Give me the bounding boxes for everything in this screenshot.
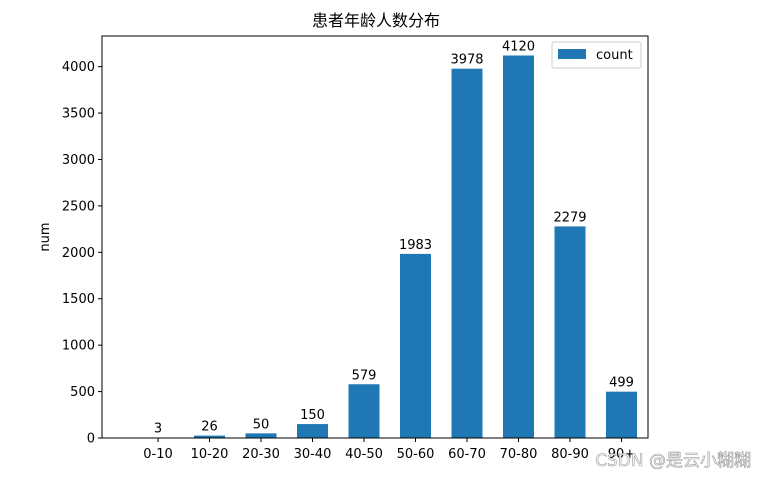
y-axis-label: num (38, 222, 53, 251)
x-tick-label-50-60: 50-60 (397, 447, 435, 462)
data-label-30-40: 150 (300, 408, 325, 423)
bar-40-50 (348, 384, 380, 438)
x-tick-label-70-80: 70-80 (500, 447, 538, 462)
data-label-50-60: 1983 (399, 238, 432, 253)
data-label-40-50: 579 (352, 368, 377, 383)
data-label-0-10: 3 (154, 422, 162, 437)
y-tick-label-4000: 4000 (62, 60, 95, 75)
x-tick-label-80-90: 80-90 (551, 447, 589, 462)
y-tick-label-500: 500 (70, 385, 95, 400)
plot-frame (101, 35, 649, 439)
y-tick-label-0: 0 (87, 432, 95, 447)
data-labels-group: 3 26 50 150 579 1983 3978 4120 2279 499 (154, 40, 634, 437)
legend: count (551, 41, 642, 69)
y-tick-label-1000: 1000 (62, 339, 95, 354)
x-tick-label-30-40: 30-40 (294, 447, 332, 462)
data-label-70-80: 4120 (502, 40, 535, 55)
data-label-10-20: 26 (201, 420, 218, 435)
legend-label: count (596, 48, 633, 63)
x-tick-label-60-70: 60-70 (448, 447, 486, 462)
chart-title: 患者年龄人数分布 (312, 11, 440, 30)
x-tick-label-40-50: 40-50 (345, 447, 383, 462)
legend-swatch (558, 49, 586, 59)
data-label-80-90: 2279 (553, 210, 586, 225)
bar-50-60 (400, 253, 431, 438)
data-label-90+: 499 (609, 376, 634, 391)
x-tick-label-10-20: 10-20 (191, 447, 229, 462)
bar-20-30 (245, 433, 277, 438)
y-tick-label-2500: 2500 (62, 199, 95, 214)
bar-80-90 (554, 226, 586, 438)
legend-box (551, 41, 642, 69)
y-tick-label-3500: 3500 (62, 107, 95, 122)
data-label-60-70: 3978 (450, 53, 483, 68)
bar-60-70 (451, 68, 483, 439)
bar-10-20 (194, 435, 225, 438)
bar-70-80 (503, 55, 534, 438)
x-tick-label-0-10: 0-10 (143, 447, 173, 462)
bar-90+ (606, 391, 637, 438)
y-tick-label-1500: 1500 (62, 292, 95, 307)
x-tick-label-90+: 90+ (608, 447, 635, 462)
bars-group (142, 55, 637, 439)
x-tick-label-20-30: 20-30 (242, 447, 280, 462)
x-axis: 0-10 10-20 20-30 30-40 40-50 50-60 60-70 70-80 8… (143, 438, 635, 462)
y-tick-label-2000: 2000 (62, 246, 95, 261)
y-tick-label-3000: 3000 (62, 153, 95, 168)
watermark: CSDN @是云小糊糊 (595, 451, 751, 471)
data-label-20-30: 50 (253, 417, 270, 432)
y-axis: 0 500 1000 1500 2000 2500 3000 3500 4000 (62, 60, 102, 447)
bar-30-40 (297, 424, 328, 438)
